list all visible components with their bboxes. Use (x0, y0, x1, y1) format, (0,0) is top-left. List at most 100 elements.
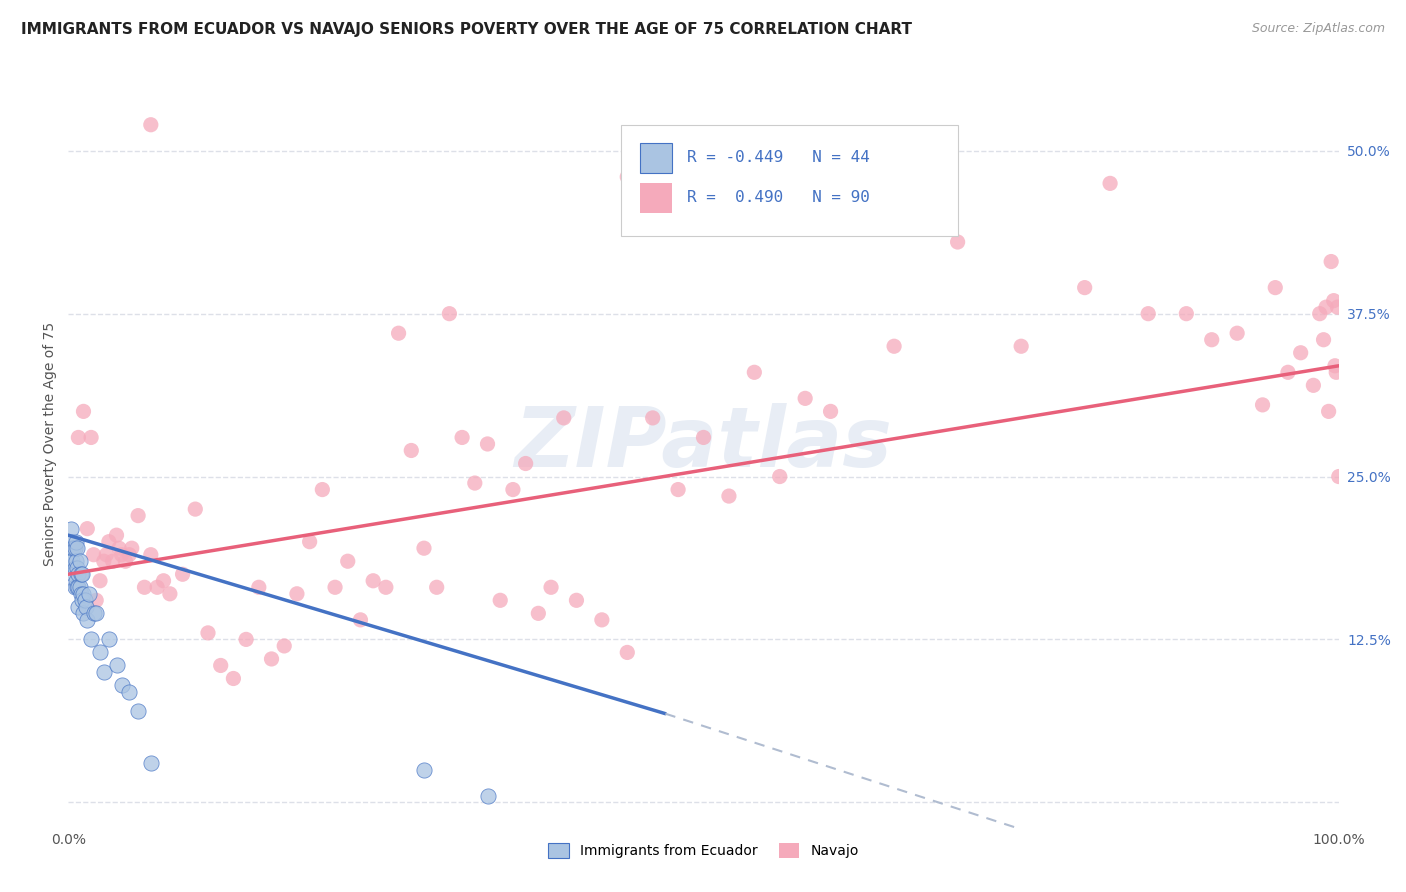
Point (139, 756, 162, 771)
Point (67, 567, 90, 582)
Point (1073, 280, 1095, 294)
Point (84, 607, 107, 621)
Point (72, 587, 94, 601)
Point (401, 443, 423, 458)
Text: IMMIGRANTS FROM ECUADOR VS NAVAJO SENIORS POVERTY OVER THE AGE OF 75 CORRELATION: IMMIGRANTS FROM ECUADOR VS NAVAJO SENIOR… (21, 22, 912, 37)
Point (105, 528, 128, 542)
Point (59, 522, 82, 536)
Point (65, 554, 87, 568)
Point (127, 704, 149, 718)
Point (63, 541, 86, 556)
Point (769, 469, 792, 483)
Point (80, 632, 103, 647)
Point (336, 554, 359, 568)
Point (794, 392, 817, 406)
Point (93, 665, 115, 679)
Point (69, 580, 91, 594)
FancyBboxPatch shape (621, 125, 957, 236)
Point (323, 580, 346, 594)
Point (235, 632, 257, 647)
Point (426, 580, 449, 594)
Point (1320, 254, 1343, 268)
Point (1317, 404, 1340, 418)
Point (76, 613, 98, 627)
Point (413, 763, 436, 777)
Point (1264, 280, 1286, 294)
Point (1010, 339, 1032, 353)
Point (1323, 293, 1346, 308)
Point (1175, 307, 1198, 321)
Point (298, 534, 321, 549)
Point (118, 548, 141, 562)
Point (58, 554, 80, 568)
Point (1326, 300, 1348, 314)
Point (110, 678, 132, 692)
Point (209, 658, 232, 673)
Point (184, 502, 207, 516)
Point (97, 632, 120, 647)
Point (591, 613, 613, 627)
Point (820, 404, 842, 418)
Point (63, 580, 86, 594)
Point (387, 326, 409, 341)
Point (1277, 365, 1299, 379)
Point (63, 560, 86, 574)
Point (311, 483, 333, 497)
Point (70, 567, 93, 582)
Point (413, 541, 436, 556)
Point (65, 534, 87, 549)
Point (744, 365, 766, 379)
Point (1251, 398, 1274, 412)
Point (1099, 177, 1122, 191)
Point (285, 587, 308, 601)
Point (60, 554, 83, 568)
Point (515, 457, 537, 471)
Point (110, 548, 132, 562)
Point (197, 626, 219, 640)
Point (76, 522, 98, 536)
Point (70, 587, 93, 601)
Point (139, 118, 162, 132)
Point (60, 534, 83, 549)
Point (946, 235, 969, 249)
Point (72, 607, 94, 621)
Point (80, 430, 103, 444)
Point (89, 574, 111, 588)
Point (361, 574, 384, 588)
Point (121, 541, 143, 556)
Point (374, 580, 396, 594)
Point (152, 574, 174, 588)
Point (349, 613, 371, 627)
Text: Source: ZipAtlas.com: Source: ZipAtlas.com (1251, 22, 1385, 36)
Point (273, 639, 295, 653)
Point (616, 645, 638, 659)
Point (66, 580, 89, 594)
Point (439, 307, 461, 321)
Point (108, 541, 131, 556)
Y-axis label: Seniors Poverty Over the Age of 75: Seniors Poverty Over the Age of 75 (44, 322, 58, 566)
Point (717, 489, 740, 503)
Point (1315, 300, 1337, 314)
Point (1226, 326, 1249, 341)
Point (67, 430, 90, 444)
Point (692, 430, 714, 444)
Point (101, 554, 124, 568)
Legend: Immigrants from Ecuador, Navajo: Immigrants from Ecuador, Navajo (543, 838, 865, 863)
Point (73, 593, 96, 607)
Point (477, 789, 499, 803)
Point (69, 554, 91, 568)
Point (59, 541, 82, 556)
Point (565, 593, 588, 607)
Point (84, 593, 107, 607)
Point (1323, 359, 1346, 373)
Point (159, 587, 181, 601)
Point (66, 560, 89, 574)
Text: ZIPatlas: ZIPatlas (515, 403, 893, 484)
Point (65, 574, 87, 588)
Point (62, 541, 84, 556)
Point (83, 548, 105, 562)
Point (89, 645, 111, 659)
Point (70, 593, 93, 607)
Point (1302, 378, 1324, 392)
Point (540, 580, 562, 594)
